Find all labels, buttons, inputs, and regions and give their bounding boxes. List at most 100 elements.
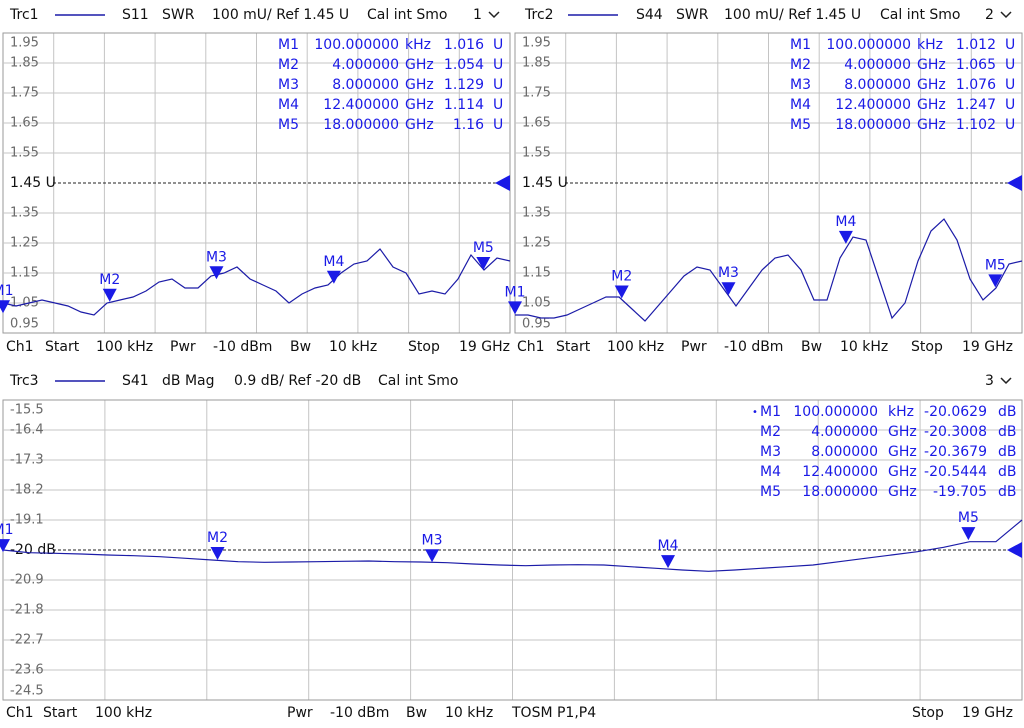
marker-table-name: M1: [278, 37, 299, 53]
marker-table-value-unit: dB: [998, 484, 1017, 500]
marker-label: M4: [835, 214, 856, 230]
channel-footer-item: 10 kHz: [445, 705, 493, 721]
trace-header-item: Trc1: [9, 7, 39, 23]
y-tick-label: -16.4: [10, 423, 44, 438]
marker-table-value-unit: U: [1005, 117, 1015, 133]
trace-header-item: 3: [985, 373, 994, 389]
y-tick-label: 1.75: [522, 86, 551, 101]
marker-table-freq: 8.000000: [332, 77, 399, 93]
marker-table-value: 1.129: [444, 77, 484, 93]
marker-triangle: [0, 539, 10, 553]
marker-table-freq: 100.000000: [314, 37, 399, 53]
marker-triangle: [721, 282, 736, 296]
marker-table-freq-unit: kHz: [405, 37, 431, 53]
marker-triangle: [326, 270, 341, 284]
channel-footer-item: Bw: [801, 339, 822, 355]
marker-label: M5: [985, 257, 1006, 273]
trace-header-item: 100 mU/ Ref 1.45 U: [212, 7, 349, 23]
channel-footer-item: Ch1: [6, 705, 34, 721]
marker-table-value-unit: U: [1005, 97, 1015, 113]
trace-header-item: SWR: [162, 7, 195, 23]
marker-triangle: [476, 257, 491, 270]
y-tick-label: 1.35: [522, 206, 551, 221]
channel-footer-item: 10 kHz: [840, 339, 888, 355]
trace-header-item: dB Mag: [162, 373, 215, 389]
trace-header-item: 100 mU/ Ref 1.45 U: [724, 7, 861, 23]
y-tick-label: -19.1: [10, 513, 44, 528]
y-tick-label: -21.8: [10, 603, 44, 618]
marker-table-freq: 4.000000: [811, 424, 878, 440]
marker-table-value-unit: U: [493, 37, 503, 53]
marker-table-value-unit: U: [1005, 77, 1015, 93]
trace-menu-chevron: [1000, 11, 1012, 19]
channel-footer-item: Stop: [911, 339, 943, 355]
marker-table-name: M3: [278, 77, 299, 93]
marker-label: M2: [99, 272, 120, 288]
marker-table-value: 1.102: [956, 117, 996, 133]
channel-footer-item: -10 dBm: [330, 705, 389, 721]
marker-table-freq: 12.400000: [323, 97, 399, 113]
marker-table-value: -20.5444: [924, 464, 987, 480]
marker-table-freq: 8.000000: [844, 77, 911, 93]
marker-table-freq-unit: GHz: [888, 484, 917, 500]
marker-table-freq: 100.000000: [826, 37, 911, 53]
marker-table-freq-unit: GHz: [405, 117, 434, 133]
marker-table-name: M1: [760, 404, 781, 420]
trace-header-item: S44: [636, 7, 663, 23]
marker-triangle: [988, 274, 1003, 288]
channel-footer-item: 19 GHz: [962, 339, 1013, 355]
marker-table-value: 1.076: [956, 77, 996, 93]
marker-table-name: M4: [278, 97, 299, 113]
channel-footer-item: 19 GHz: [459, 339, 510, 355]
reference-arrow: [495, 175, 510, 191]
trace-menu-chevron: [488, 11, 500, 19]
channel-footer-item: TOSM P1,P4: [511, 705, 596, 721]
marker-table-freq: 100.000000: [793, 404, 878, 420]
marker-label: M3: [206, 249, 227, 265]
channel-footer-item: Start: [43, 705, 78, 721]
reference-label: 1.45 U: [522, 175, 568, 191]
marker-label: M3: [718, 265, 739, 281]
y-tick-label: 1.05: [522, 296, 551, 311]
reference-arrow: [1007, 542, 1022, 558]
trace-header-item: Trc2: [524, 7, 554, 23]
y-tick-label: 1.05: [10, 296, 39, 311]
marker-table-freq: 18.000000: [835, 117, 911, 133]
channel-footer-item: 100 kHz: [607, 339, 664, 355]
marker-table-freq-unit: GHz: [917, 57, 946, 73]
marker-table-value: -20.3008: [924, 424, 987, 440]
trace-header-item: SWR: [676, 7, 709, 23]
y-tick-label: 1.55: [522, 146, 551, 161]
marker-label: M5: [473, 240, 494, 256]
channel-footer-item: 19 GHz: [962, 705, 1013, 721]
marker-table-value: 1.016: [444, 37, 484, 53]
marker-triangle: [961, 527, 976, 541]
marker-triangle: [0, 300, 10, 314]
marker-table-name: M3: [790, 77, 811, 93]
marker-table-value-unit: dB: [998, 464, 1017, 480]
marker-table-value: 1.114: [444, 97, 484, 113]
channel-footer-item: 10 kHz: [329, 339, 377, 355]
marker-triangle: [614, 285, 629, 299]
active-marker-dot: •: [752, 407, 758, 418]
trace-header-item: 1: [473, 7, 482, 23]
marker-table-name: M4: [760, 464, 781, 480]
marker-table-freq-unit: GHz: [888, 444, 917, 460]
marker-table-freq: 18.000000: [802, 484, 878, 500]
marker-triangle: [210, 547, 225, 561]
y-tick-label: 1.95: [522, 36, 551, 51]
marker-table-value: 1.012: [956, 37, 996, 53]
channel-footer-item: Start: [556, 339, 591, 355]
channel-footer-item: Bw: [290, 339, 311, 355]
marker-table-freq-unit: kHz: [888, 404, 914, 420]
marker-triangle: [838, 230, 853, 244]
marker-table-freq: 12.400000: [802, 464, 878, 480]
marker-table-freq: 18.000000: [323, 117, 399, 133]
marker-table-freq: 4.000000: [844, 57, 911, 73]
y-tick-label: 1.35: [10, 206, 39, 221]
channel-footer-item: Pwr: [681, 339, 707, 355]
marker-label: M4: [658, 538, 679, 554]
marker-label: M1: [0, 283, 14, 299]
marker-triangle: [508, 301, 522, 315]
